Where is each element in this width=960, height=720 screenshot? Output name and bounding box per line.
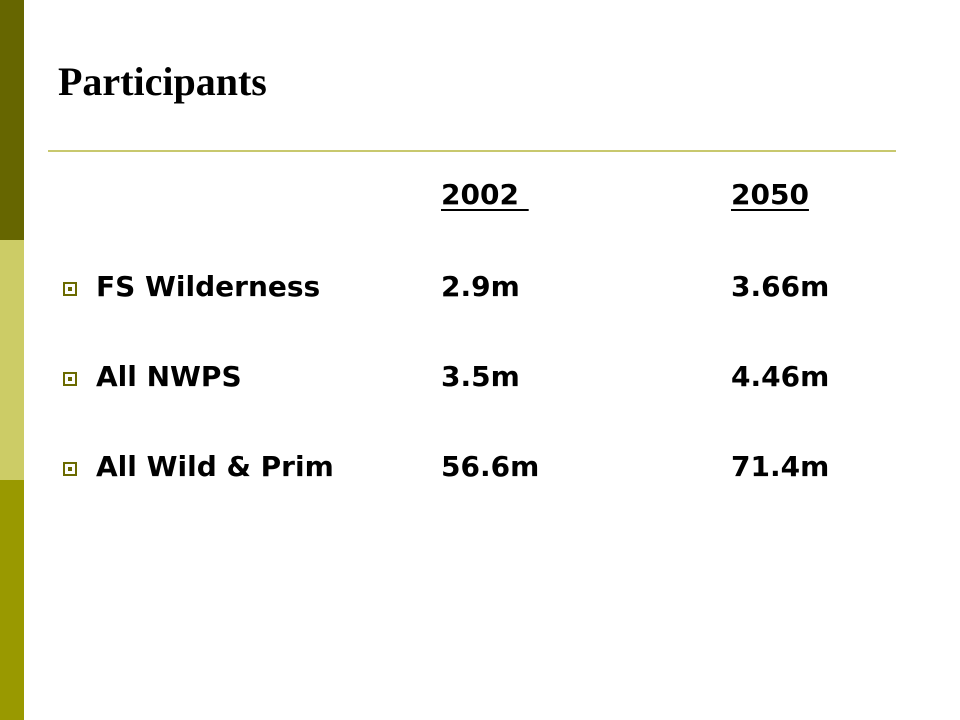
sidebar-accent-bottom bbox=[0, 480, 24, 720]
value-2002: 2.9m bbox=[441, 270, 520, 303]
value-2050: 4.46m bbox=[731, 360, 830, 393]
title-divider bbox=[48, 150, 896, 152]
square-bullet-icon bbox=[63, 282, 77, 296]
row-label: FS Wilderness bbox=[96, 270, 321, 303]
square-bullet-icon bbox=[63, 372, 77, 386]
value-2050: 71.4m bbox=[731, 450, 830, 483]
sidebar-accent-top bbox=[0, 0, 24, 240]
value-2002: 56.6m bbox=[441, 450, 540, 483]
slide-title: Participants bbox=[58, 59, 267, 104]
value-2050: 3.66m bbox=[731, 270, 830, 303]
column-header-2002: 2002 bbox=[441, 178, 529, 211]
square-bullet-icon bbox=[63, 462, 77, 476]
table-row: All NWPS 3.5m 4.46m bbox=[0, 360, 960, 398]
column-header-2050: 2050 bbox=[731, 178, 809, 211]
row-label: All Wild & Prim bbox=[96, 450, 334, 483]
value-2002: 3.5m bbox=[441, 360, 520, 393]
table-row: FS Wilderness 2.9m 3.66m bbox=[0, 270, 960, 308]
sidebar-accent-middle bbox=[0, 240, 24, 480]
table-row: All Wild & Prim 56.6m 71.4m bbox=[0, 450, 960, 488]
row-label: All NWPS bbox=[96, 360, 242, 393]
